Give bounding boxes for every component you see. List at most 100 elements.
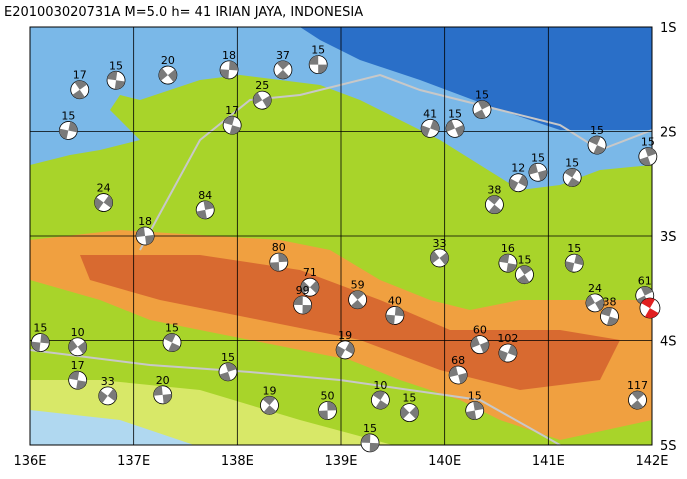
event-depth: 17 <box>73 69 87 82</box>
event-depth: 15 <box>641 136 655 149</box>
beachball-quadrant <box>336 342 355 358</box>
beachball-quadrant <box>158 68 177 83</box>
beachball-quadrant <box>565 254 584 272</box>
event-depth: 17 <box>225 104 239 117</box>
event-depth: 68 <box>451 354 465 367</box>
lat-label: 1S <box>660 21 677 36</box>
beachball-quadrant <box>449 366 468 384</box>
focal-mechanism <box>585 293 605 313</box>
beachball-quadrant <box>641 298 659 319</box>
focal-mechanism <box>162 333 182 352</box>
beachball-quadrant <box>59 121 78 140</box>
beachball-quadrant <box>585 295 604 311</box>
lat-label: 4S <box>660 335 677 350</box>
beachball-quadrant <box>465 401 484 420</box>
focal-mechanism <box>135 226 155 246</box>
beachball-quadrant <box>31 333 50 352</box>
beachball-quadrant <box>498 344 517 362</box>
event-depth: 10 <box>373 379 387 392</box>
event-depth: 15 <box>61 109 75 122</box>
focal-mechanism <box>508 173 528 193</box>
focal-mechanism <box>273 60 293 80</box>
focal-mechanism <box>98 386 118 406</box>
focal-mechanism <box>308 55 328 75</box>
focal-mechanism <box>385 306 405 325</box>
beachball-quadrant <box>220 60 239 79</box>
title: E201003020731A M=5.0 h= 41 IRIAN JAYA, I… <box>4 5 363 20</box>
focal-mechanism <box>498 343 518 363</box>
beachball-quadrant <box>600 307 619 326</box>
deep-ocean <box>300 27 652 130</box>
focal-mechanism <box>420 118 440 138</box>
focal-mechanism <box>94 193 114 212</box>
events: 15 37 18 20 15 17 15 25 17 15 41 15 15 15 12 15 15 84 24 18… <box>30 44 661 453</box>
event-depth: 40 <box>388 294 402 307</box>
beachball-quadrant <box>98 388 117 404</box>
focal-mechanism <box>600 307 619 326</box>
beachball-quadrant <box>473 100 491 119</box>
lon-label: 139E <box>324 454 357 469</box>
lon-label: 140E <box>428 454 461 469</box>
focal-mechanism <box>68 337 88 357</box>
event-depth: 59 <box>351 279 365 292</box>
event-depth: 24 <box>97 182 111 195</box>
lon-label: 138E <box>221 454 254 469</box>
event-depth: 15 <box>475 89 489 102</box>
event-depth: 33 <box>101 375 115 388</box>
focal-mechanism <box>430 248 449 268</box>
focal-mechanism <box>335 340 355 360</box>
focal-mechanism <box>445 118 465 138</box>
focal-mechanism <box>562 168 582 187</box>
event-depth: 24 <box>588 282 602 295</box>
focal-mechanism <box>293 295 313 315</box>
focal-mechanism <box>564 253 584 273</box>
event-depth: 15 <box>565 156 579 169</box>
event-depth: 38 <box>487 184 501 197</box>
event-depth: 15 <box>165 322 179 335</box>
beachball-quadrant <box>385 306 404 325</box>
beachball-quadrant <box>94 195 113 210</box>
event-depth: 37 <box>276 49 290 62</box>
beachball-quadrant <box>499 254 517 273</box>
beachball-quadrant <box>269 253 288 272</box>
event-depth: 25 <box>255 79 269 92</box>
event-depth: 12 <box>511 162 525 175</box>
beachball-quadrant <box>163 333 181 352</box>
lon-label: 137E <box>117 454 150 469</box>
focal-mechanism <box>158 65 178 85</box>
event-depth: 50 <box>321 390 335 403</box>
beachball-quadrant <box>72 80 88 99</box>
beachball-quadrant <box>564 168 580 187</box>
event-depth: 15 <box>468 390 482 403</box>
focal-mechanism <box>400 403 419 423</box>
event-depth: 18 <box>222 49 236 62</box>
focal-mechanism <box>360 433 380 453</box>
beachball-quadrant <box>470 336 489 354</box>
focal-mechanism <box>465 401 485 420</box>
event-depth: 61 <box>638 275 652 288</box>
lon-label: 141E <box>532 454 565 469</box>
beachball-quadrant <box>253 92 272 108</box>
event-depth: 15 <box>363 422 377 435</box>
beachball-quadrant <box>223 116 241 135</box>
beachball-quadrant <box>639 147 657 166</box>
focal-mechanism <box>68 370 88 390</box>
focal-mechanism <box>219 60 239 80</box>
focal-mechanism <box>370 390 390 410</box>
focal-mechanism <box>106 70 126 90</box>
beachball-quadrant <box>517 265 532 284</box>
focal-mechanism <box>260 395 279 415</box>
focal-mechanism <box>638 147 658 166</box>
event-depth: 17 <box>71 359 85 372</box>
high-peaks <box>80 255 620 390</box>
event-depth: 15 <box>33 322 47 335</box>
event-depth: 15 <box>531 151 545 164</box>
event-depth: 117 <box>627 379 648 392</box>
event-depth: 80 <box>272 241 286 254</box>
beachball-quadrant <box>196 200 215 219</box>
focal-mechanism <box>470 335 490 355</box>
focal-mechanism <box>587 135 607 155</box>
focal-mechanism <box>58 121 78 140</box>
event-depth: 60 <box>473 324 487 337</box>
beachball-quadrant <box>276 60 290 79</box>
